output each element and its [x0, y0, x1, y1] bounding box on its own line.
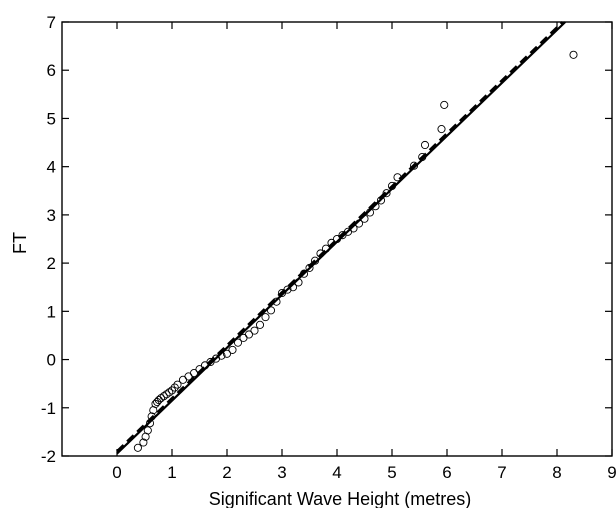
data-points [133, 50, 578, 452]
data-point [162, 390, 171, 399]
data-point [139, 438, 148, 447]
data-point [222, 349, 232, 358]
data-point [143, 426, 152, 435]
data-point [261, 313, 270, 322]
y-tick-label: 1 [47, 302, 56, 321]
y-tick-label: 3 [47, 206, 56, 225]
solid-fit-line [116, 21, 567, 455]
data-point [393, 173, 402, 182]
data-point [178, 375, 188, 384]
data-point [272, 297, 281, 306]
x-tick-label: 8 [552, 463, 561, 482]
data-point [147, 412, 156, 421]
data-point [437, 125, 446, 134]
x-tick-label: 0 [112, 463, 121, 482]
data-point [154, 396, 163, 405]
data-point [440, 100, 449, 109]
x-tick-label: 7 [497, 463, 506, 482]
data-point [170, 383, 179, 392]
y-tick-label: -1 [41, 399, 56, 418]
data-point [156, 394, 166, 403]
data-point [288, 283, 298, 292]
data-point [316, 249, 325, 258]
data-point [376, 196, 386, 205]
data-point [321, 244, 331, 253]
x-tick-label: 6 [442, 463, 451, 482]
y-tick-label: 5 [47, 109, 56, 128]
data-point [184, 372, 193, 381]
x-tick-label: 3 [277, 463, 286, 482]
data-point [387, 181, 397, 191]
y-tick-label: -2 [41, 447, 56, 466]
data-point [332, 234, 342, 244]
data-point [294, 278, 303, 287]
x-tick-label: 2 [222, 463, 231, 482]
data-point [159, 392, 168, 401]
data-point [409, 161, 419, 170]
data-point [255, 320, 265, 329]
data-point [354, 219, 364, 228]
data-point [299, 269, 309, 278]
data-point [420, 140, 430, 150]
plot-frame [61, 21, 613, 457]
x-tick-label: 9 [607, 463, 616, 482]
x-tick-label: 5 [387, 463, 396, 482]
data-point [327, 238, 336, 247]
y-tick-label: 7 [47, 13, 56, 32]
y-tick-label: 6 [47, 61, 56, 80]
x-tick-label: 1 [167, 463, 176, 482]
data-point [228, 345, 237, 354]
data-point [418, 152, 427, 162]
y-axis-label: FT [10, 232, 30, 254]
data-point [133, 443, 142, 452]
data-point [305, 263, 314, 272]
x-tick-label: 4 [332, 463, 341, 482]
data-point [244, 330, 254, 339]
data-point [365, 208, 375, 217]
data-point [153, 397, 162, 407]
data-point [382, 189, 391, 198]
data-point [266, 306, 276, 315]
data-point [189, 369, 199, 378]
data-point [239, 333, 248, 342]
data-point [217, 351, 226, 360]
fit-lines [116, 21, 567, 455]
data-point [310, 256, 320, 265]
data-point [360, 214, 369, 223]
data-point [250, 326, 259, 335]
data-point [371, 202, 380, 211]
data-point [233, 338, 243, 347]
axis-ticks: 0 1 2 3 4 5 6 7 8 9 -2 -1 0 1 2 3 4 5 6 7 [41, 13, 616, 482]
data-point [173, 380, 182, 389]
data-point [349, 224, 358, 233]
data-point [195, 365, 204, 374]
y-tick-label: 2 [47, 254, 56, 273]
y-tick-label: 4 [47, 158, 56, 177]
data-point [165, 388, 174, 397]
data-point [569, 50, 578, 59]
y-tick-label: 0 [47, 351, 56, 370]
data-point [167, 386, 177, 395]
data-point [283, 285, 292, 294]
x-axis-label: Significant Wave Height (metres) [209, 489, 471, 508]
